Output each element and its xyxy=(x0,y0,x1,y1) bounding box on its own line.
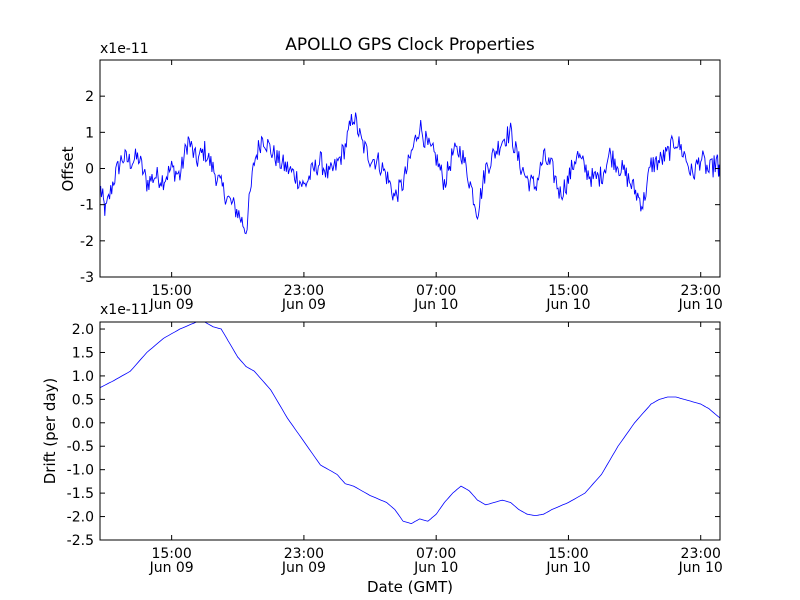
drift-plot-area xyxy=(100,322,720,540)
offset-x-tick-label-time: 15:00 xyxy=(548,283,588,299)
drift-y-tick-label: -2.0 xyxy=(67,510,94,526)
drift-x-tick-label-date: Jun 10 xyxy=(678,560,723,576)
offset-y-tick-label: 2 xyxy=(85,89,94,105)
drift-panel: -2.5 -2.0 -1.5 -1.0 -0.5 0.0 0.5 1.0 1.5 2.0 15:0… xyxy=(41,302,723,596)
drift-y-tick-label: 0.0 xyxy=(72,416,94,432)
offset-x-tick-label-time: 23:00 xyxy=(681,283,721,299)
offset-series-line xyxy=(99,112,721,235)
offset-series-group xyxy=(99,112,721,235)
offset-x-tick-label-time: 23:00 xyxy=(284,283,324,299)
drift-x-tick-label-time: 23:00 xyxy=(284,546,324,562)
offset-x-tick-label-time: 15:00 xyxy=(151,283,191,299)
drift-x-tick-label-time: 15:00 xyxy=(548,546,588,562)
drift-y-tick-label: 1.5 xyxy=(72,345,94,361)
offset-y-tick-label: -3 xyxy=(80,270,94,286)
offset-x-tick-label-date: Jun 10 xyxy=(545,297,590,313)
drift-y-ticks: -2.5 -2.0 -1.5 -1.0 -0.5 0.0 0.5 1.0 1.5 2.0 xyxy=(67,322,720,549)
offset-y-axis-label: Offset xyxy=(59,146,77,191)
offset-y-tick-label: 0 xyxy=(85,162,94,178)
offset-x-tick-label-date: Jun 10 xyxy=(413,297,458,313)
drift-y-multiplier: x1e-11 xyxy=(100,302,149,318)
offset-x-tick-label-date: Jun 10 xyxy=(678,297,723,313)
drift-x-tick-label-date: Jun 10 xyxy=(413,560,458,576)
drift-y-tick-label: -2.5 xyxy=(67,533,94,549)
offset-y-tick-label: -1 xyxy=(80,198,94,214)
drift-x-tick-label-date: Jun 09 xyxy=(281,560,326,576)
drift-y-axis-label: Drift (per day) xyxy=(41,378,59,485)
offset-x-tick-label-date: Jun 09 xyxy=(281,297,326,313)
drift-y-tick-label: -1.5 xyxy=(67,486,94,502)
drift-y-tick-label: 2.0 xyxy=(72,322,94,338)
drift-x-tick-label-date: Jun 09 xyxy=(149,560,194,576)
drift-x-tick-label-time: 15:00 xyxy=(151,546,191,562)
drift-y-tick-label: 0.5 xyxy=(72,392,94,408)
drift-series-group xyxy=(99,321,721,525)
drift-x-tick-label-time: 23:00 xyxy=(681,546,721,562)
offset-y-multiplier: x1e-11 xyxy=(100,41,149,57)
drift-series-line xyxy=(99,321,721,525)
drift-x-tick-label-time: 07:00 xyxy=(416,546,456,562)
drift-y-tick-label: -1.0 xyxy=(67,463,94,479)
offset-x-tick-label-date: Jun 09 xyxy=(149,297,194,313)
chart-title: APOLLO GPS Clock Properties xyxy=(285,35,535,55)
drift-axes-frame xyxy=(99,321,721,541)
offset-y-tick-label: -2 xyxy=(80,234,94,250)
drift-y-tick-label: -0.5 xyxy=(67,439,94,455)
offset-y-tick-label: 1 xyxy=(85,125,94,141)
drift-x-tick-label-date: Jun 10 xyxy=(545,560,590,576)
offset-plot-area xyxy=(100,60,720,277)
drift-x-axis-label: Date (GMT) xyxy=(367,578,453,596)
drift-y-tick-label: 1.0 xyxy=(72,369,94,385)
offset-y-ticks: -3 -2 -1 0 1 2 xyxy=(80,89,720,286)
offset-x-tick-label-time: 07:00 xyxy=(416,283,456,299)
